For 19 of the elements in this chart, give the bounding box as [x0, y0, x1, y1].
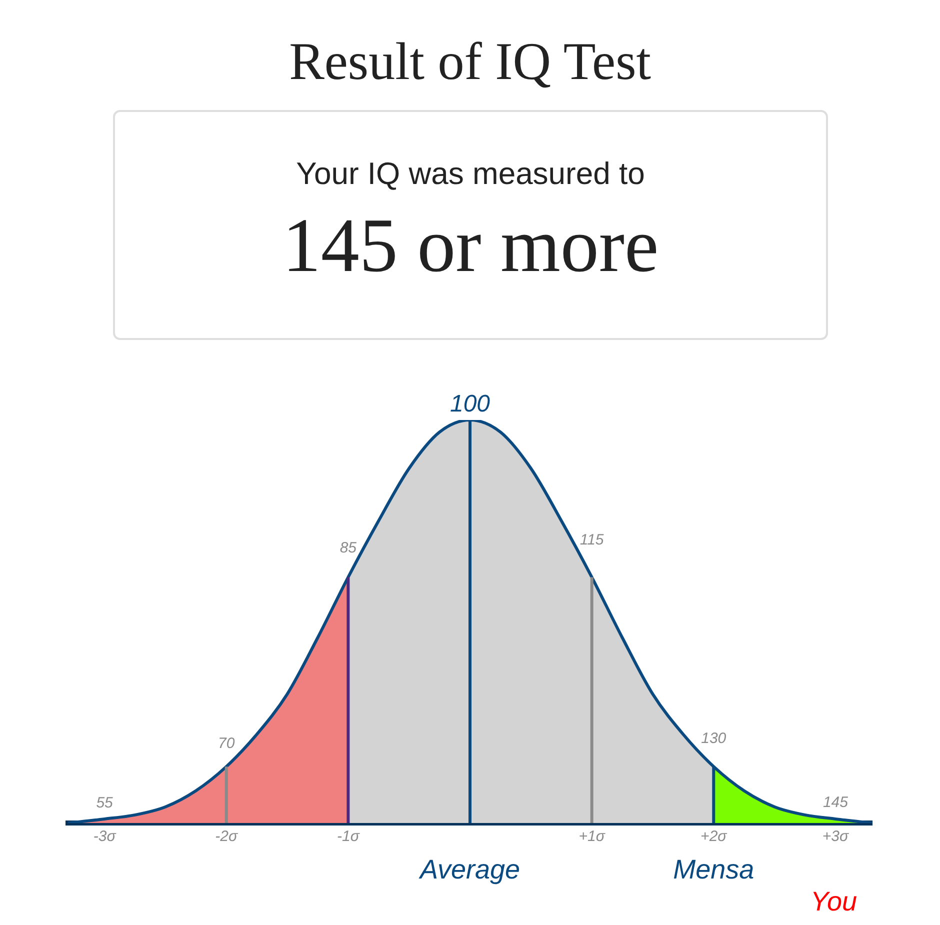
annotation: 85 — [340, 540, 358, 557]
ref-line-label: Mensa — [673, 854, 754, 885]
chart-title: Result of IQ Test — [288, 32, 652, 92]
x-tick-label: -3σ — [93, 828, 117, 846]
annotation: 130 — [701, 730, 727, 748]
x-tick-label: -2σ — [215, 828, 239, 846]
x-tick-label: +3σ — [822, 828, 850, 846]
annotation: 115 — [580, 532, 604, 549]
chart-subtitle: Your IQ was measured to — [295, 156, 646, 192]
x-tick-label: -1σ — [336, 828, 360, 846]
annotation: 100 — [450, 390, 491, 418]
text: You — [810, 886, 857, 917]
x-tick-label: +2σ — [700, 828, 728, 846]
text: 145 or more — [281, 201, 660, 289]
annotation: 55 — [96, 794, 114, 812]
annotation: 145 — [822, 794, 849, 811]
annotation: 70 — [218, 735, 236, 752]
ref-line-label: Average — [418, 854, 520, 885]
x-tick-label: +1σ — [578, 828, 606, 846]
